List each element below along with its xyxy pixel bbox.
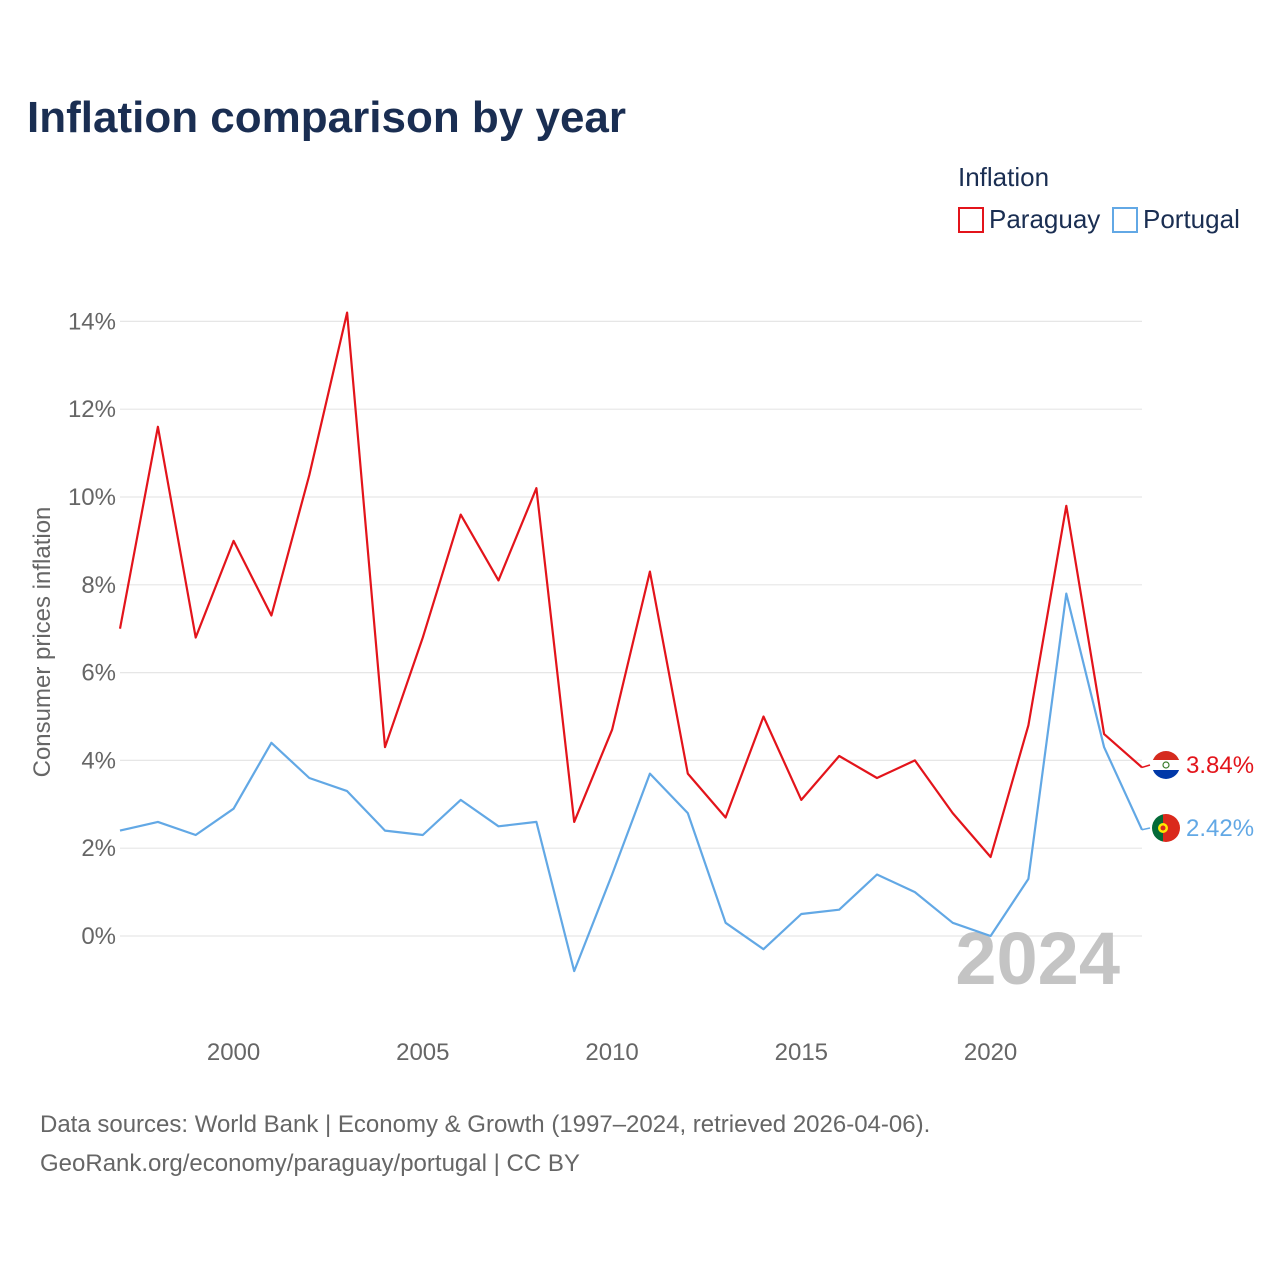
- y-tick-label: 8%: [81, 572, 116, 599]
- x-tick-label: 2020: [964, 1039, 1017, 1066]
- end-marker-paraguay: 3.84%: [1141, 751, 1254, 779]
- source-line-1: Data sources: World Bank | Economy & Gro…: [40, 1111, 930, 1138]
- end-marker-portugal: 2.42%: [1141, 814, 1254, 842]
- y-tick-label: 0%: [81, 923, 116, 950]
- series-line-portugal: [119, 592, 1143, 973]
- x-tick-label: 2005: [396, 1039, 449, 1066]
- y-tick-label: 10%: [68, 484, 116, 511]
- grid-lines: [120, 320, 1142, 937]
- x-tick-label: 2015: [775, 1039, 828, 1066]
- y-tick-label: 14%: [68, 308, 116, 335]
- legend-label-paraguay: Paraguay: [989, 204, 1100, 234]
- paraguay-flag-icon: [1152, 751, 1180, 779]
- connector-portugal: [1141, 827, 1151, 831]
- y-tick-label: 12%: [68, 396, 116, 423]
- y-axis-label: Consumer prices inflation: [29, 507, 56, 778]
- legend-title: Inflation: [958, 162, 1049, 192]
- legend-item-paraguay[interactable]: Paraguay: [958, 204, 1100, 234]
- connector-paraguay: [1141, 764, 1151, 769]
- y-tick-label: 4%: [81, 747, 116, 774]
- x-ticks: 2000 2005 2010 2015 2020: [207, 1039, 1017, 1066]
- legend-item-portugal[interactable]: Portugal: [1112, 204, 1240, 234]
- y-tick-label: 2%: [81, 835, 116, 862]
- legend-swatch-portugal: [1112, 207, 1138, 233]
- x-tick-label: 2000: [207, 1039, 260, 1066]
- series-line-paraguay: [118, 311, 1143, 859]
- y-ticks: 0% 2% 4% 6% 8% 10% 12% 14%: [68, 308, 116, 950]
- source-line-2: GeoRank.org/economy/paraguay/portugal | …: [40, 1150, 580, 1177]
- series-lines: [118, 311, 1143, 973]
- portugal-flag-icon: [1152, 814, 1180, 842]
- chart-title: Inflation comparison by year: [27, 93, 626, 142]
- legend-swatch-paraguay: [958, 207, 984, 233]
- legend-label-portugal: Portugal: [1143, 204, 1240, 234]
- end-label-paraguay: 3.84%: [1186, 752, 1254, 779]
- y-tick-label: 6%: [81, 660, 116, 687]
- x-tick-label: 2010: [585, 1039, 638, 1066]
- year-watermark: 2024: [955, 917, 1120, 1000]
- end-label-portugal: 2.42%: [1186, 815, 1254, 842]
